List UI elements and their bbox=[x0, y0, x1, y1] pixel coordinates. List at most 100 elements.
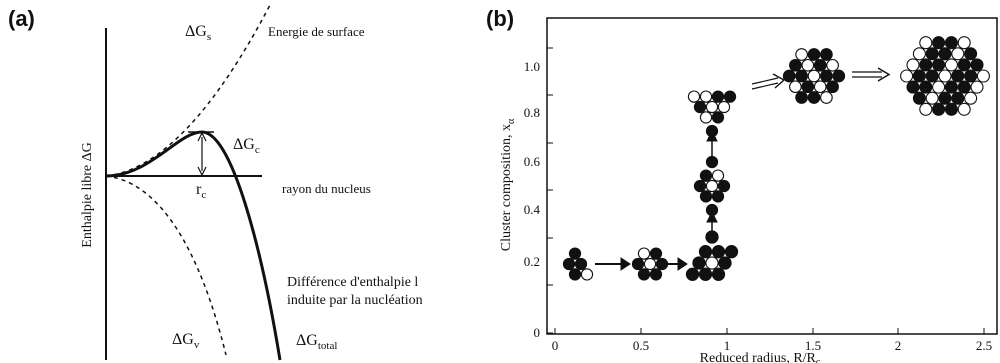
black-atom bbox=[820, 69, 833, 83]
y-tick-label: 0.8 bbox=[524, 105, 540, 120]
black-atom bbox=[568, 247, 582, 260]
black-atom bbox=[801, 80, 815, 94]
cluster-1 bbox=[562, 247, 594, 281]
black-atom bbox=[692, 256, 706, 270]
black-atom bbox=[637, 268, 651, 281]
black-atom bbox=[912, 91, 926, 105]
x-tick-label: 1 bbox=[724, 338, 731, 353]
black-atom bbox=[685, 267, 700, 281]
panel-b-label: (b) bbox=[486, 6, 515, 31]
black-atom bbox=[649, 268, 663, 281]
diff-label-line1: Différence d'enthalpie l bbox=[287, 275, 418, 290]
arrowhead bbox=[706, 210, 718, 223]
x-tick-label: 1.5 bbox=[805, 338, 821, 353]
black-atom bbox=[717, 179, 731, 193]
black-atom bbox=[649, 247, 663, 260]
white-atom bbox=[938, 69, 952, 83]
black-atom bbox=[631, 257, 645, 271]
b-x-ticks: 0 0.5 1 1.5 2 2.5 bbox=[552, 328, 992, 353]
arrowhead-open bbox=[877, 67, 891, 82]
arrowhead bbox=[620, 257, 631, 271]
black-atom bbox=[698, 267, 713, 281]
x-tick-label: 2.5 bbox=[976, 338, 992, 353]
black-atom bbox=[807, 48, 821, 61]
white-atom bbox=[906, 58, 920, 72]
white-atom bbox=[801, 58, 815, 72]
surface-energy-curve bbox=[105, 4, 271, 177]
cluster-3 bbox=[685, 230, 739, 281]
black-atom bbox=[795, 69, 808, 83]
black-atom bbox=[813, 58, 827, 72]
black-atom bbox=[932, 102, 946, 116]
black-atom bbox=[655, 257, 669, 271]
black-atom bbox=[711, 267, 726, 281]
white-atom bbox=[957, 102, 971, 116]
black-atom bbox=[782, 69, 796, 83]
black-atom bbox=[711, 190, 725, 203]
white-atom bbox=[820, 91, 833, 104]
panel-a-label: (a) bbox=[8, 6, 35, 31]
y-tick-label: 0.4 bbox=[524, 202, 541, 217]
y-tick-label: 0.2 bbox=[524, 254, 540, 269]
white-atom bbox=[580, 268, 594, 281]
black-atom bbox=[919, 58, 933, 72]
b-plot-frame bbox=[546, 17, 998, 335]
black-atom bbox=[938, 47, 952, 61]
white-atom bbox=[643, 257, 657, 271]
white-atom bbox=[932, 80, 946, 94]
black-atom bbox=[951, 69, 965, 83]
y-tick-label: 1.0 bbox=[524, 59, 540, 74]
cluster-2 bbox=[631, 247, 669, 281]
white-atom bbox=[951, 47, 965, 61]
black-atom bbox=[724, 245, 739, 259]
b-y-axis-label: Cluster composition, xα bbox=[499, 118, 517, 251]
diff-label-line2: induite par la nucléation bbox=[287, 293, 423, 308]
black-atom bbox=[795, 91, 808, 104]
white-atom bbox=[699, 111, 713, 124]
black-atom bbox=[711, 111, 725, 124]
black-atom bbox=[944, 102, 958, 116]
black-atom bbox=[912, 69, 926, 83]
white-atom bbox=[705, 100, 719, 114]
white-atom bbox=[944, 58, 958, 72]
gc-arrowhead-down bbox=[197, 166, 207, 177]
arrow-shaft-double bbox=[751, 82, 779, 90]
black-atom bbox=[906, 80, 920, 94]
black-atom bbox=[964, 69, 978, 83]
b-y-ticks: 0 0.2 0.4 0.6 0.8 1.0 bbox=[524, 47, 553, 340]
black-atom bbox=[957, 80, 971, 94]
arrowhead bbox=[706, 129, 718, 142]
black-atom bbox=[820, 48, 833, 61]
black-atom bbox=[699, 190, 713, 203]
black-atom bbox=[699, 169, 713, 182]
white-atom bbox=[807, 69, 821, 83]
black-atom bbox=[723, 90, 737, 103]
black-atom bbox=[932, 58, 946, 72]
cluster-arrows bbox=[595, 67, 891, 271]
gc-label: ΔGc bbox=[233, 136, 260, 156]
x-axis-label: rayon du nucleus bbox=[282, 181, 371, 196]
black-atom bbox=[932, 36, 946, 50]
x-tick-label: 0.5 bbox=[633, 338, 649, 353]
black-atom bbox=[970, 58, 984, 72]
panel-b: 0 0.2 0.4 0.6 0.8 1.0 0 0.5 1 1.5 2 2.5 … bbox=[499, 17, 998, 363]
black-atom bbox=[951, 91, 965, 105]
black-atom bbox=[944, 36, 958, 50]
black-atom bbox=[964, 47, 978, 61]
black-atom bbox=[718, 256, 732, 270]
white-atom bbox=[970, 80, 984, 94]
white-atom bbox=[813, 80, 827, 94]
white-atom bbox=[964, 91, 978, 105]
black-atom bbox=[693, 179, 707, 193]
black-atom bbox=[957, 58, 971, 72]
panel-a: Enthalpie libre ΔG ΔGs Energie de surfac… bbox=[80, 4, 423, 361]
white-atom bbox=[957, 36, 971, 50]
x-tick-label: 0 bbox=[552, 338, 559, 353]
black-atom bbox=[698, 245, 713, 259]
gs-label: ΔGs bbox=[185, 23, 211, 43]
black-atom bbox=[789, 58, 802, 72]
black-atom bbox=[568, 268, 582, 281]
black-atom bbox=[562, 257, 576, 271]
white-atom bbox=[826, 58, 839, 72]
rc-label: rc bbox=[196, 181, 206, 201]
